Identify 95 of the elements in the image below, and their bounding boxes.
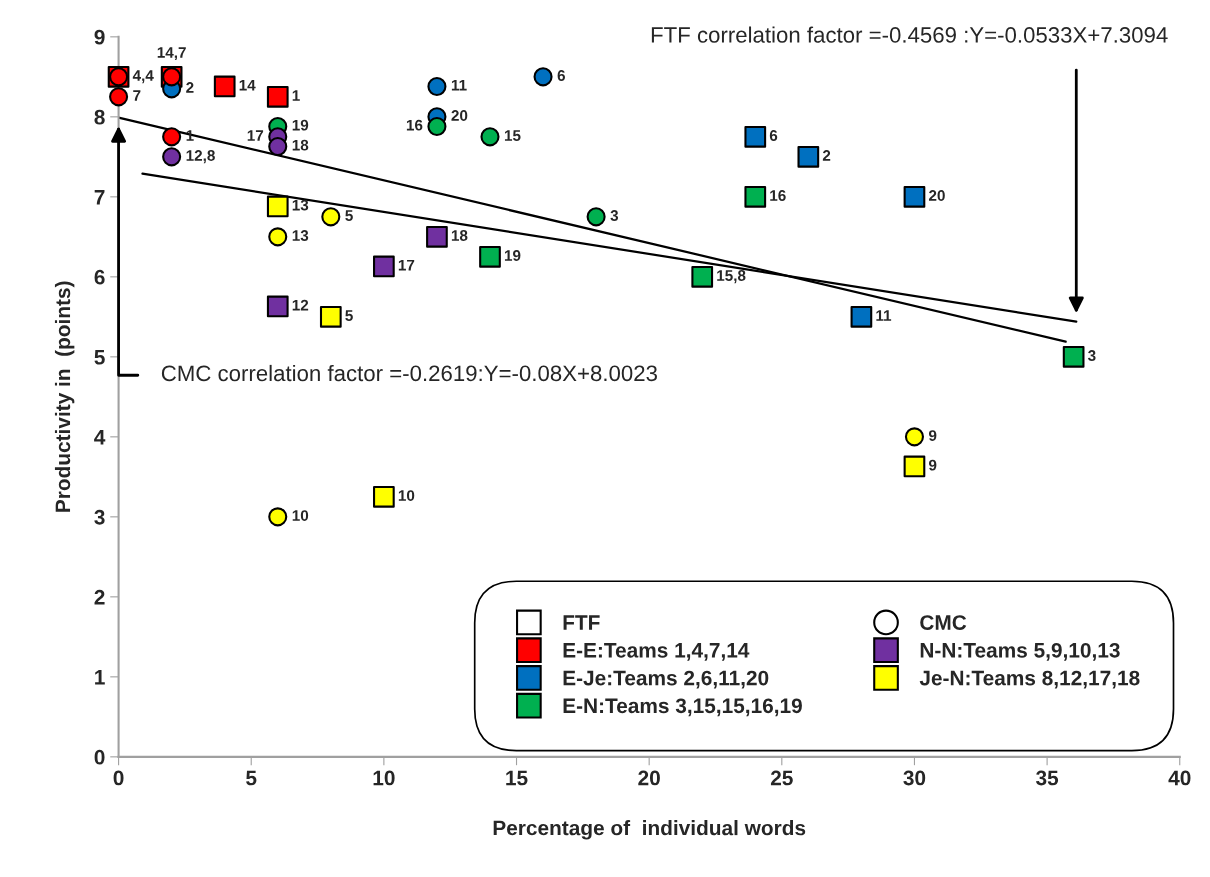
annotation: 14 bbox=[239, 79, 256, 91]
annotation: FTF correlation factor =-0.4569 :Y=-0.0533X+7.3094 bbox=[651, 26, 1168, 43]
x-tick-label: 5 bbox=[246, 770, 257, 786]
y-tick-label: 1 bbox=[95, 670, 105, 685]
annotation: 4,4 bbox=[132, 70, 154, 84]
point bbox=[266, 295, 289, 318]
annotation: 20 bbox=[451, 110, 468, 121]
point bbox=[373, 485, 395, 508]
y-tick-label: 8 bbox=[94, 109, 105, 125]
x-axis-title: Percentage of individual words bbox=[493, 820, 806, 840]
y-tick-label: 6 bbox=[94, 269, 105, 285]
point bbox=[797, 145, 820, 168]
point bbox=[268, 227, 288, 247]
point bbox=[744, 125, 767, 148]
point bbox=[266, 85, 289, 108]
point bbox=[479, 245, 501, 268]
annotation: 10 bbox=[292, 510, 309, 521]
legend-label: FTF bbox=[563, 615, 600, 630]
annotation: 10 bbox=[398, 490, 415, 501]
y-tick-label: 9 bbox=[94, 29, 105, 45]
annotation: 17 bbox=[398, 259, 415, 271]
annotation: 20 bbox=[928, 190, 945, 201]
x-tick-label: 10 bbox=[373, 770, 395, 786]
point bbox=[533, 67, 553, 87]
annotation: 12,8 bbox=[186, 150, 215, 164]
annotation: 6 bbox=[769, 130, 778, 141]
annotation: 18 bbox=[292, 139, 309, 151]
annotation: 6 bbox=[557, 70, 565, 81]
annotation: 5 bbox=[345, 210, 353, 221]
point bbox=[426, 225, 448, 248]
x-tick-label: 40 bbox=[1168, 770, 1191, 786]
annotation: 16 bbox=[406, 119, 423, 131]
y-tick-label: 3 bbox=[94, 509, 105, 525]
point bbox=[266, 195, 289, 218]
point bbox=[373, 255, 395, 278]
annotation: 19 bbox=[504, 250, 521, 261]
point bbox=[744, 185, 767, 208]
annotation: 18 bbox=[451, 230, 468, 241]
point bbox=[268, 136, 288, 156]
x-tick-label: 25 bbox=[770, 770, 793, 786]
legend-label: CMC bbox=[920, 615, 967, 630]
point bbox=[109, 87, 129, 107]
annotation: 11 bbox=[451, 79, 467, 91]
point bbox=[691, 265, 714, 288]
point bbox=[162, 127, 182, 147]
legend-label: E-N:Teams 3,15,15,16,19 bbox=[563, 698, 802, 717]
point bbox=[586, 207, 606, 227]
x-tick-label: 20 bbox=[638, 770, 660, 786]
annotation: CMC correlation factor =-0.2619:Y=-0.08X+8.0023 bbox=[161, 364, 657, 382]
point bbox=[903, 455, 926, 478]
legend-label: E-E:Teams 1,4,7,14 bbox=[563, 643, 750, 661]
legend-label: E-Je:Teams 2,6,11,20 bbox=[563, 670, 769, 689]
annotation: 16 bbox=[770, 190, 786, 201]
annotation: 14,7 bbox=[157, 47, 186, 61]
point bbox=[427, 76, 447, 96]
point bbox=[904, 427, 924, 447]
y-tick-label: 4 bbox=[94, 430, 106, 445]
annotation: 15,8 bbox=[717, 270, 746, 284]
x-tick-label: 15 bbox=[506, 770, 528, 786]
y-axis-title: Productivity in (points) bbox=[54, 281, 75, 512]
y-tick-label: 0 bbox=[94, 749, 105, 765]
point bbox=[427, 116, 447, 136]
annotation: 15 bbox=[504, 130, 521, 141]
point bbox=[321, 207, 341, 227]
annotation: 2 bbox=[186, 82, 194, 93]
point bbox=[1062, 345, 1085, 368]
point bbox=[213, 75, 236, 98]
annotation: 9 bbox=[928, 459, 937, 471]
annotation: 13 bbox=[292, 230, 309, 241]
y-tick-label: 5 bbox=[94, 350, 105, 365]
point bbox=[162, 147, 182, 167]
y-tick-label: 2 bbox=[94, 589, 105, 605]
annotation: 1 bbox=[292, 90, 300, 101]
point bbox=[850, 305, 873, 328]
point bbox=[268, 507, 288, 527]
annotation: 9 bbox=[928, 430, 937, 441]
annotation: 7 bbox=[133, 90, 141, 101]
annotation: 13 bbox=[292, 199, 309, 211]
annotation: 19 bbox=[292, 119, 309, 131]
annotation: 3 bbox=[1087, 350, 1096, 361]
x-tick-label: 30 bbox=[903, 770, 926, 786]
x-tick-label: 0 bbox=[113, 770, 124, 786]
point bbox=[903, 185, 926, 208]
annotation: 17 bbox=[247, 130, 264, 141]
y-tick-label: 7 bbox=[94, 190, 105, 205]
annotation: 3 bbox=[610, 210, 619, 221]
point bbox=[480, 127, 500, 147]
annotation: 5 bbox=[345, 310, 353, 321]
x-tick-label: 35 bbox=[1036, 770, 1059, 786]
legend-label: N-N:Teams 5,9,10,13 bbox=[920, 642, 1120, 661]
annotation: 2 bbox=[822, 150, 831, 161]
annotation: 12 bbox=[292, 299, 309, 311]
legend-label: Je-N:Teams 8,12,17,18 bbox=[919, 670, 1140, 689]
annotation: 11 bbox=[876, 310, 892, 321]
point bbox=[319, 305, 342, 328]
